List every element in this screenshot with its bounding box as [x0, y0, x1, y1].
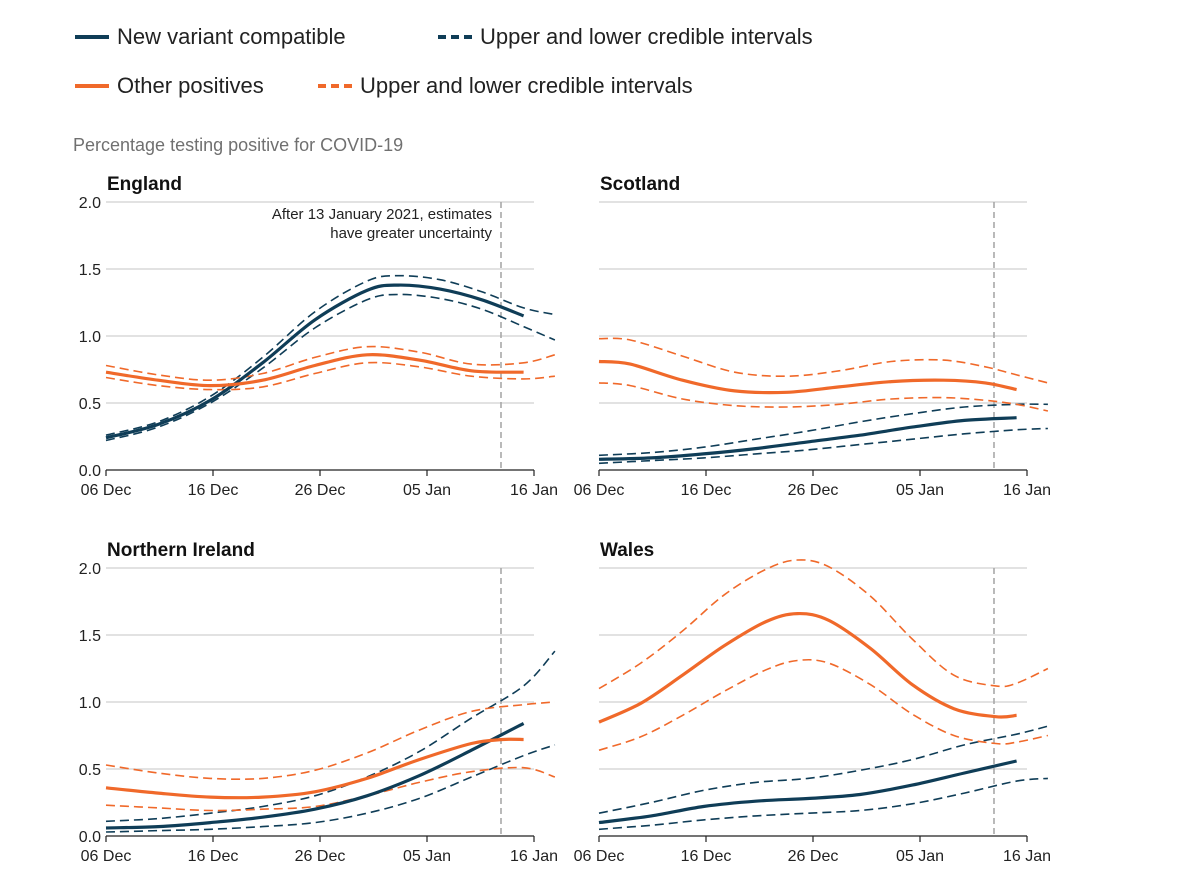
x-tick-label: 05 Jan [896, 482, 944, 499]
annotation-text: have greater uncertainty [330, 225, 492, 242]
y-tick-label: 0.5 [79, 396, 101, 413]
legend-label-new-variant: New variant compatible [117, 24, 346, 49]
legend: New variant compatible Upper and lower c… [0, 0, 1200, 120]
x-tick-label: 05 Jan [896, 848, 944, 865]
new-variant-ci-line [598, 777, 1048, 831]
other-positives-line [105, 737, 524, 800]
x-tick-label: 16 Jan [1003, 848, 1051, 865]
x-tick-label: 16 Dec [188, 848, 239, 865]
y-tick-label: 2.0 [79, 561, 101, 578]
x-tick-label: 05 Jan [403, 848, 451, 865]
x-tick-label: 26 Dec [295, 482, 346, 499]
x-tick-label: 26 Dec [788, 482, 839, 499]
x-tick-label: 16 Dec [188, 482, 239, 499]
x-tick-label: 16 Dec [681, 848, 732, 865]
y-tick-label: 1.5 [79, 262, 101, 279]
x-tick-label: 06 Dec [574, 482, 625, 499]
new-variant-ci-line [105, 293, 556, 442]
annotation-text: After 13 January 2021, estimates [272, 206, 492, 223]
y-tick-label: 1.0 [79, 329, 101, 346]
panel-title: Scotland [600, 174, 680, 195]
chart-panel-scotland: Scotland 06 Dec 16 Dec 26 Dec 05 Jan 16 Jan [574, 174, 1051, 499]
other-positives-ci-line [598, 658, 1049, 751]
y-tick-label: 1.0 [79, 695, 101, 712]
other-positives-line [105, 353, 524, 388]
other-positives-ci-line [598, 559, 1049, 690]
new-variant-line [598, 759, 1017, 825]
y-tick-label: 1.5 [79, 628, 101, 645]
new-variant-ci-line [598, 725, 1049, 814]
x-tick-label: 16 Jan [510, 482, 558, 499]
other-positives-line [598, 611, 1017, 724]
legend-swatch-other-positives-ci [318, 84, 352, 88]
legend-swatch-new-variant-ci [438, 35, 472, 39]
chart-panel-northern-ireland: Northern Ireland 0.0 0.5 1.0 1.5 2.0 06 Dec 16 … [79, 540, 558, 865]
x-tick-label: 26 Dec [788, 848, 839, 865]
legend-swatch-other-positives [75, 84, 109, 88]
x-tick-label: 06 Dec [81, 482, 132, 499]
x-tick-label: 16 Jan [1003, 482, 1051, 499]
legend-item-new-variant-ci: Upper and lower credible intervals [438, 22, 813, 52]
new-variant-ci-line [598, 403, 1048, 457]
other-positives-ci-line [105, 345, 556, 382]
legend-item-other-positives: Other positives [75, 71, 264, 101]
new-variant-ci-line [105, 744, 556, 833]
legend-item-other-positives-ci: Upper and lower credible intervals [318, 71, 693, 101]
x-tick-label: 06 Dec [574, 848, 625, 865]
panel-title: Northern Ireland [107, 540, 255, 561]
chart-panel-wales: Wales 06 Dec 16 Dec 26 Dec 05 Jan 16 Jan [574, 540, 1051, 865]
other-positives-ci-line [598, 337, 1049, 384]
x-tick-label: 05 Jan [403, 482, 451, 499]
x-tick-label: 26 Dec [295, 848, 346, 865]
new-variant-ci-line [105, 274, 556, 436]
new-variant-line [598, 416, 1017, 461]
legend-label-other-positives: Other positives [117, 73, 264, 98]
legend-label-other-positives-ci: Upper and lower credible intervals [360, 73, 693, 98]
x-tick-label: 16 Jan [510, 848, 558, 865]
new-variant-line [105, 283, 525, 440]
legend-item-new-variant: New variant compatible [75, 22, 346, 52]
other-positives-line [598, 359, 1017, 395]
y-axis-title: Percentage testing positive for COVID-19 [73, 135, 404, 155]
other-positives-ci-line [105, 361, 555, 391]
y-tick-label: 0.0 [79, 463, 101, 480]
y-tick-label: 2.0 [79, 195, 101, 212]
other-positives-ci-line [105, 766, 556, 812]
new-variant-ci-line [598, 427, 1048, 465]
new-variant-line [105, 721, 525, 830]
x-tick-label: 16 Dec [681, 482, 732, 499]
y-tick-label: 0.5 [79, 762, 101, 779]
y-tick-label: 0.0 [79, 829, 101, 846]
x-tick-label: 06 Dec [81, 848, 132, 865]
panel-title: Wales [600, 540, 654, 561]
panel-title: England [107, 174, 182, 195]
legend-swatch-new-variant [75, 35, 109, 39]
chart-panel-england: England 0.0 0.5 1.0 1.5 2.0 06 Dec 16 Dec 26 Dec… [79, 174, 558, 499]
other-positives-ci-line [598, 382, 1049, 412]
legend-label-new-variant-ci: Upper and lower credible intervals [480, 24, 813, 49]
